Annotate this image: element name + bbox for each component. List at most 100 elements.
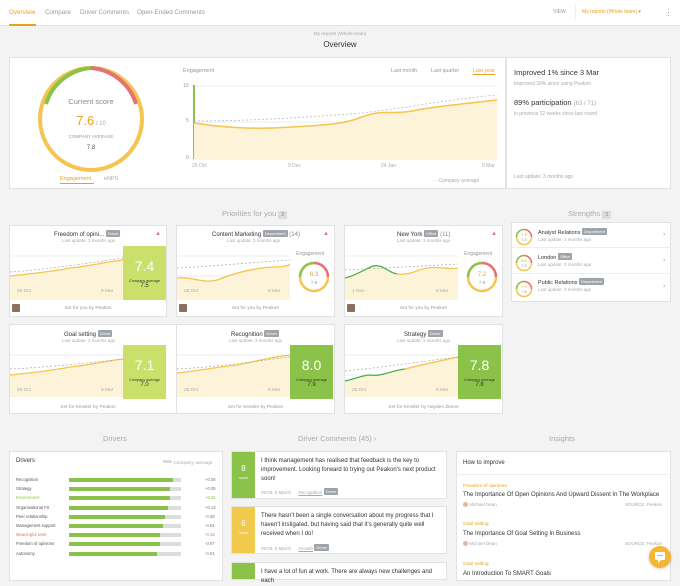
comment-tag[interactable]: Recognition: [298, 490, 323, 495]
score-value: 7.8: [469, 357, 490, 373]
card-badge: Driver: [428, 330, 443, 337]
chevron-right-icon[interactable]: ›: [663, 231, 666, 238]
priorities-count: 3: [278, 211, 288, 219]
driver-name[interactable]: Freedom of opinions: [16, 541, 55, 547]
driver-bar: [69, 524, 163, 528]
insights-card-title: How to improve: [463, 460, 505, 466]
driver-name[interactable]: Management support: [16, 523, 56, 528]
score-value: 7.6: [76, 113, 95, 128]
priority-card-title: Freedom of opini... Driver: [54, 230, 121, 238]
insight-author: Michael Dean: [463, 541, 497, 546]
driver-name[interactable]: Environment: [16, 495, 40, 501]
driver-name[interactable]: Recognition: [16, 477, 39, 482]
more-icon[interactable]: ⋮: [664, 7, 673, 17]
strength-update: Last update: 3 months ago: [538, 262, 592, 267]
drivers-legend: Company average: [163, 460, 213, 466]
driver-name[interactable]: Autonomy: [16, 550, 35, 556]
driver-name[interactable]: Meaningful work: [16, 532, 47, 538]
tab-enps[interactable]: eNPS: [104, 176, 119, 182]
chevron-down-icon: ▾: [638, 9, 641, 15]
range-last-month[interactable]: Last month: [391, 68, 418, 74]
chevron-right-icon[interactable]: ›: [663, 257, 666, 264]
tab-compare[interactable]: Compare: [45, 9, 71, 16]
comment-card[interactable]: I have a lot of fun at work. There are a…: [231, 562, 447, 584]
legend-swatch: [163, 460, 172, 463]
company-average-value: 7.8: [475, 382, 484, 388]
tab-driver-comments[interactable]: Driver Comments: [80, 9, 129, 16]
insight-category: Goal setting: [463, 522, 489, 527]
driver-name[interactable]: Strategy: [16, 486, 32, 492]
comment-card[interactable]: 8 score I think management has realised t…: [231, 451, 447, 499]
comment-date: 08:59, 9 March: [261, 546, 292, 551]
team-select[interactable]: My reports (Whole team) ▾: [575, 4, 647, 20]
driver-name[interactable]: Peer relationship: [16, 513, 48, 519]
card-title-text: Recognition: [231, 332, 263, 338]
driver-delta: -0.04: [205, 523, 215, 528]
strength-avg: 7.8: [521, 237, 527, 242]
insight-title[interactable]: An Introduction To SMART Goals: [463, 571, 552, 577]
company-average-label: Company average: [295, 378, 328, 382]
driver-bar: [69, 487, 171, 492]
comment-badge: Driver: [314, 544, 329, 551]
company-average-value: 7.0: [140, 382, 149, 388]
card-badge: Driver: [264, 330, 280, 337]
y-tick-5: 5: [186, 118, 189, 124]
strengths-heading: Strengths 3: [568, 209, 611, 219]
goal-card-title: Strategy Driver: [404, 330, 443, 338]
driver-name[interactable]: Organisational Fit: [16, 504, 49, 510]
range-last-quarter[interactable]: Last quarter: [431, 68, 460, 74]
priority-card-chart: [345, 255, 458, 300]
participation-headline: 89% participation (63 / 71): [514, 98, 596, 107]
strengths-card: [511, 222, 671, 302]
chat-button[interactable]: [649, 546, 671, 568]
card-update: Last update: 3 months ago: [229, 338, 283, 343]
driver-comments-heading[interactable]: Driver Comments (45) ›: [298, 434, 376, 443]
x-tick-1: 9 Dec: [288, 163, 302, 169]
comment-score: [232, 563, 255, 579]
last-update: Last update: 3 months ago: [514, 174, 574, 180]
strength-name: Analyst Relations Department: [538, 228, 607, 236]
strength-row[interactable]: [511, 248, 671, 274]
goal-score-box: 8.0 Company average 7.9: [290, 345, 333, 399]
divider: [456, 474, 671, 475]
avatar: [12, 304, 20, 312]
chevron-right-icon[interactable]: ›: [663, 283, 666, 290]
card-title-text: Freedom of opini...: [54, 232, 105, 238]
driver-delta: +0.01: [205, 495, 216, 501]
insight-title[interactable]: The Importance Of Open Opinions And Upwa…: [463, 492, 660, 498]
insight-category: Freedom of opinions: [463, 484, 507, 489]
driver-bar: [69, 505, 168, 510]
tab-open-ended-comments[interactable]: Open-Ended Comments: [137, 9, 205, 16]
insight-title[interactable]: The Importance Of Goal Setting In Busine…: [463, 531, 581, 537]
score-value: 8.0: [301, 357, 322, 373]
x-start: 1 Nov: [352, 289, 365, 294]
goal-card-chart: [177, 354, 290, 397]
warning-icon: ▲: [491, 231, 497, 237]
strength-row[interactable]: [511, 222, 671, 248]
card-update: Last update: 3 months ago: [62, 338, 116, 343]
tab-overview[interactable]: Overview: [9, 9, 36, 16]
x-end: 9 Mar: [436, 388, 449, 393]
score-label: Current score: [68, 97, 114, 106]
comment-tag[interactable]: Growth: [298, 546, 314, 551]
company-average-value: 7.8: [86, 145, 96, 151]
chevron-right-icon: ›: [373, 434, 377, 443]
comment-card[interactable]: 6 score There hasn't been a single conver…: [231, 506, 447, 554]
strengths-title: Strengths: [568, 209, 601, 218]
card-badge: Driver: [105, 230, 121, 237]
avatar: [463, 541, 468, 546]
driver-bar: [69, 496, 171, 501]
priority-card-chart: [10, 255, 123, 300]
tab-engagement[interactable]: Engagement: [60, 176, 92, 182]
ring-avg: 7.8: [310, 280, 318, 285]
x-start: 25 Oct: [184, 388, 199, 393]
view-label: VIEW: [553, 9, 566, 15]
range-last-year[interactable]: Last year: [473, 68, 495, 75]
x-start: 25 Oct: [17, 289, 32, 294]
card-footer: Set for you by Peakon: [231, 306, 280, 311]
summary-card: [506, 57, 671, 189]
card-footer: Set for Kinstler by Peakon: [227, 405, 284, 410]
comment-score: 8 score: [232, 452, 255, 498]
strength-ring: [515, 254, 533, 272]
x-end: 9 Mar: [268, 388, 281, 393]
